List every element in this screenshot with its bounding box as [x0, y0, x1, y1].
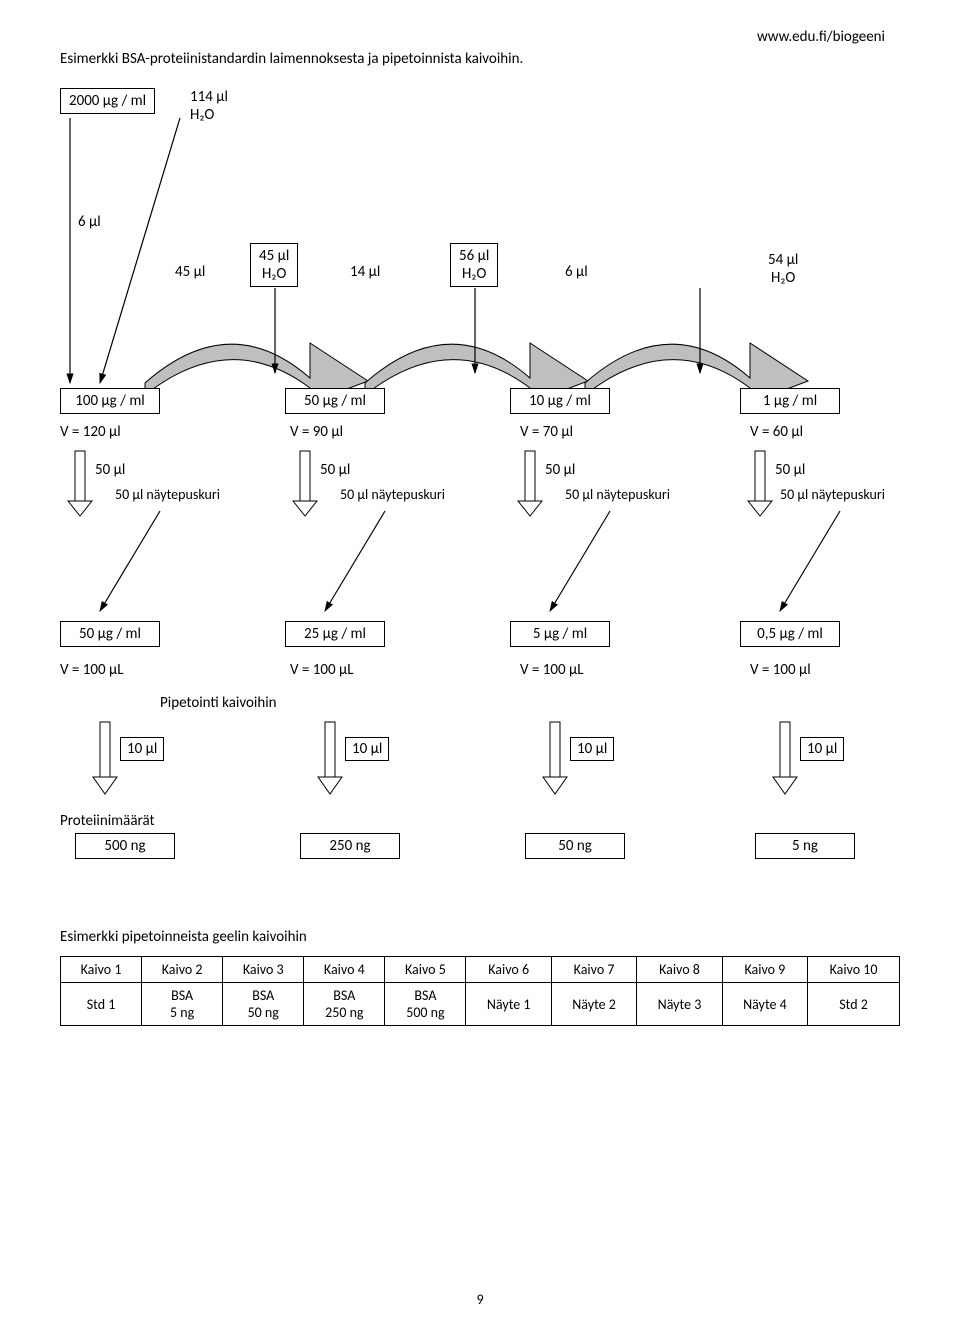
transfer-take-2: 6 µl [565, 263, 588, 281]
table-header: Kaivo 7 [551, 957, 636, 983]
pip-vol-0: 10 µl [120, 737, 164, 761]
table-header: Kaivo 4 [304, 957, 385, 983]
dil2-vol-2: V = 100 µL [520, 661, 670, 679]
transfer-take-1: 14 µl [350, 263, 380, 281]
page-url: www.edu.fi/biogeeni [757, 28, 885, 46]
transfer-h2o-2: 54 µl H₂O [760, 248, 806, 290]
split-take-0: 50 µl [95, 461, 125, 479]
transfer-take-0: 45 µl [175, 263, 205, 281]
table-header: Kaivo 1 [61, 957, 142, 983]
split-buf-3: 50 µl näytepuskuri [780, 486, 885, 503]
dil1-vol-2: V = 70 µl [520, 423, 670, 441]
split-take-3: 50 µl [775, 461, 805, 479]
dil1-box-0: 100 µg / ml [60, 388, 160, 414]
table-header: Kaivo 10 [808, 957, 900, 983]
table-cell: Std 1 [61, 983, 142, 1026]
dil2-vol-1: V = 100 µL [290, 661, 440, 679]
table-cell: Näyte 4 [722, 983, 807, 1026]
protein-label: Proteiinimäärät [60, 812, 900, 830]
protein-box-3: 5 ng [755, 833, 855, 859]
table-cell: BSA 500 ng [385, 983, 466, 1026]
protein-box-2: 50 ng [525, 833, 625, 859]
transfer-h2o-1: 56 µl H₂O [450, 243, 498, 287]
protein-box-0: 500 ng [75, 833, 175, 859]
split-take-2: 50 µl [545, 461, 575, 479]
table-cell: Std 2 [808, 983, 900, 1026]
protein-box-1: 250 ng [300, 833, 400, 859]
pip-vol-1: 10 µl [345, 737, 389, 761]
split-buf-1: 50 µl näytepuskuri [340, 486, 445, 503]
page-number: 9 [0, 1291, 960, 1308]
stock-conc-box: 2000 µg / ml [60, 88, 155, 114]
dil1-box-1: 50 µg / ml [285, 388, 385, 414]
table-header: Kaivo 2 [142, 957, 223, 983]
stock-h2o-label: 114 µl H₂O [190, 88, 228, 124]
stock-take-label: 6 µl [78, 213, 101, 231]
table-cell: Näyte 3 [637, 983, 722, 1026]
table-title: Esimerkki pipetoinneista geelin kaivoihi… [60, 928, 900, 946]
dil2-box-1: 25 µg / ml [285, 621, 385, 647]
dil2-box-2: 5 µg / ml [510, 621, 610, 647]
dil1-box-2: 10 µg / ml [510, 388, 610, 414]
pip-vol-3: 10 µl [800, 737, 844, 761]
dil1-vol-0: V = 120 µl [60, 423, 210, 441]
dil2-box-3: 0,5 µg / ml [740, 621, 840, 647]
page-title: Esimerkki BSA-proteiinistandardin laimen… [60, 50, 900, 68]
table-cell: BSA 250 ng [304, 983, 385, 1026]
dil2-vol-0: V = 100 µL [60, 661, 210, 679]
dil2-vol-3: V = 100 µl [750, 661, 900, 679]
table-cell: BSA 5 ng [142, 983, 223, 1026]
dil1-vol-1: V = 90 µl [290, 423, 440, 441]
pipetointi-label: Pipetointi kaivoihin [160, 694, 900, 712]
split-buf-2: 50 µl näytepuskuri [565, 486, 670, 503]
dil1-vol-3: V = 60 µl [750, 423, 900, 441]
split-take-1: 50 µl [320, 461, 350, 479]
dil2-box-0: 50 µg / ml [60, 621, 160, 647]
table-header: Kaivo 9 [722, 957, 807, 983]
transfer-h2o-0: 45 µl H₂O [250, 243, 298, 287]
table-cell: Näyte 2 [551, 983, 636, 1026]
dil1-box-3: 1 µg / ml [740, 388, 840, 414]
kaivo-table: Kaivo 1Kaivo 2Kaivo 3Kaivo 4Kaivo 5Kaivo… [60, 956, 900, 1026]
table-header: Kaivo 5 [385, 957, 466, 983]
table-cell: Näyte 1 [466, 983, 551, 1026]
table-cell: BSA 50 ng [223, 983, 304, 1026]
table-header: Kaivo 6 [466, 957, 551, 983]
table-header: Kaivo 8 [637, 957, 722, 983]
table-header: Kaivo 3 [223, 957, 304, 983]
split-buf-0: 50 µl näytepuskuri [115, 486, 220, 503]
pip-vol-2: 10 µl [570, 737, 614, 761]
